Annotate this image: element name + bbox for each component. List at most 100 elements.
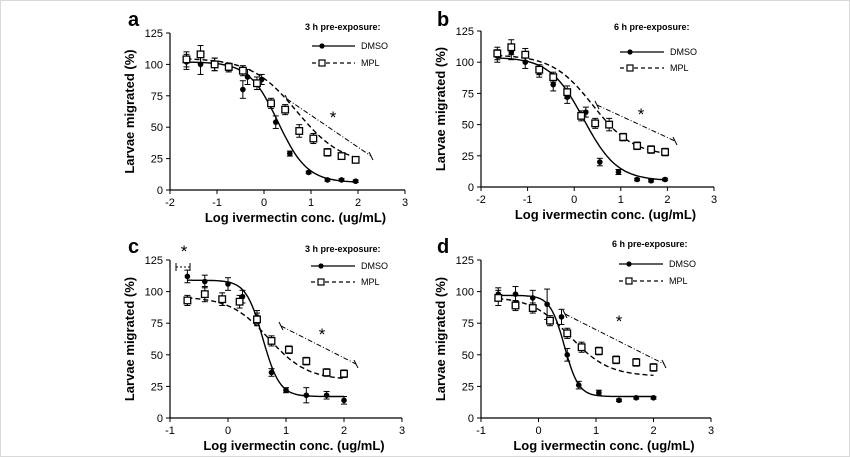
data-point-mpl (182, 55, 191, 64)
data-point-dmso (303, 392, 310, 399)
y-tick-label: 0 (157, 413, 163, 425)
y-tick-label: 50 (151, 350, 163, 362)
x-axis-title: Log ivermectin conc. (ug/mL) (515, 207, 696, 222)
legend-title: 6 h pre-exposure: (612, 239, 688, 249)
significance-star: * (638, 105, 645, 124)
data-point-mpl (633, 141, 642, 150)
data-point-dmso (184, 273, 191, 280)
data-point-mpl (281, 105, 290, 114)
series-mpl-fit-curve (187, 297, 345, 380)
y-tick-label: 25 (151, 154, 163, 166)
data-point-dmso (597, 159, 603, 165)
data-point-dmso (634, 176, 640, 183)
data-point-mpl (528, 304, 537, 312)
x-tick-label: -2 (476, 194, 486, 206)
legend-marker-dmso (627, 49, 633, 55)
data-point-mpl (235, 297, 244, 306)
data-point-dmso (341, 397, 347, 404)
data-point-mpl (632, 358, 641, 367)
x-tick-label: 1 (618, 194, 624, 206)
y-axis-title: Larvae migrated (%) (122, 277, 137, 401)
data-point-mpl (252, 79, 261, 88)
panel-letter: a (128, 9, 140, 31)
y-tick-label: 125 (456, 255, 474, 267)
y-tick-label: 25 (151, 381, 163, 393)
y-tick-label: 0 (468, 413, 474, 425)
x-tick-label: -1 (523, 194, 533, 206)
data-point-dmso (268, 369, 275, 376)
data-point-mpl (267, 336, 276, 345)
x-tick-label: 0 (225, 425, 231, 437)
x-tick-label: 1 (593, 425, 599, 437)
data-point-mpl (267, 99, 275, 108)
data-point-mpl (661, 148, 670, 157)
x-tick-label: 3 (711, 194, 717, 206)
data-point-mpl (577, 343, 586, 352)
data-point-dmso (244, 74, 251, 80)
y-tick-label: 50 (462, 350, 474, 362)
data-point-dmso (564, 352, 571, 358)
data-point-mpl (605, 120, 614, 129)
panel-letter: c (128, 236, 139, 258)
y-tick-label: 0 (468, 182, 474, 194)
y-tick-label: 0 (157, 185, 163, 197)
y-tick-label: 125 (145, 255, 163, 267)
data-point-mpl (507, 43, 516, 52)
bracket-end (353, 359, 359, 369)
y-tick-label: 75 (151, 91, 163, 103)
bracket-end (672, 136, 678, 146)
data-point-mpl (521, 50, 530, 59)
data-point-mpl (351, 155, 360, 164)
y-axis-title: Larvae migrated (%) (433, 277, 448, 401)
data-point-dmso (544, 301, 550, 308)
bracket-end (284, 94, 290, 104)
y-axis-title: Larvae migrated (%) (433, 47, 448, 171)
data-point-mpl (253, 315, 261, 324)
y-tick-label: 125 (456, 26, 474, 38)
data-point-mpl (493, 49, 502, 58)
panel-letter: d (437, 236, 449, 258)
data-point-mpl (619, 133, 628, 142)
bracket-end (661, 359, 667, 369)
data-point-mpl (295, 127, 304, 135)
data-point-dmso (633, 394, 640, 401)
significance-star: * (319, 325, 326, 344)
x-axis-title: Log ivermectin conc. (ug/mL) (513, 438, 694, 453)
data-point-dmso (305, 169, 312, 176)
data-point-mpl (200, 290, 209, 299)
data-point-mpl (511, 301, 520, 310)
significance-bracket (280, 325, 357, 365)
panel-b: b 0 25 50 75 100 125 -2 -1 0 1 2 3 Log ivermectin con… (433, 9, 717, 222)
x-axis-title: Log ivermectin conc. (ug/mL) (205, 210, 386, 225)
data-point-mpl (196, 50, 205, 59)
data-point-mpl (337, 152, 346, 161)
legend-title: 3 h pre-exposure: (305, 244, 381, 254)
series-dmso-fit-curve (498, 294, 654, 398)
x-tick-label: 2 (355, 197, 361, 209)
significance-star-2: * (181, 242, 188, 261)
x-tick-label: -2 (165, 197, 175, 209)
legend-label-mpl: MPL (361, 58, 380, 68)
y-tick-label: 50 (462, 120, 474, 132)
data-point-dmso (662, 176, 668, 183)
data-point-dmso (558, 314, 565, 320)
data-point-dmso (287, 150, 293, 157)
data-point-mpl (284, 345, 293, 354)
legend-title: 6 h pre-exposure: (614, 22, 690, 32)
significance-bracket (564, 313, 665, 365)
legend-marker-mpl (626, 64, 634, 72)
legend-label-mpl: MPL (361, 277, 380, 287)
data-point-mpl (224, 62, 233, 71)
x-tick-label: 0 (571, 194, 577, 206)
data-point-mpl (549, 73, 558, 82)
x-tick-label: -1 (165, 425, 175, 437)
data-point-dmso (202, 278, 208, 285)
data-point-mpl (535, 65, 544, 74)
legend-label-dmso: DMSO (361, 41, 388, 51)
significance-star: * (616, 312, 623, 331)
data-point-dmso (512, 291, 519, 297)
legend-title: 3 h pre-exposure: (305, 22, 381, 32)
data-point-mpl (563, 329, 572, 338)
x-tick-label: 2 (664, 194, 670, 206)
